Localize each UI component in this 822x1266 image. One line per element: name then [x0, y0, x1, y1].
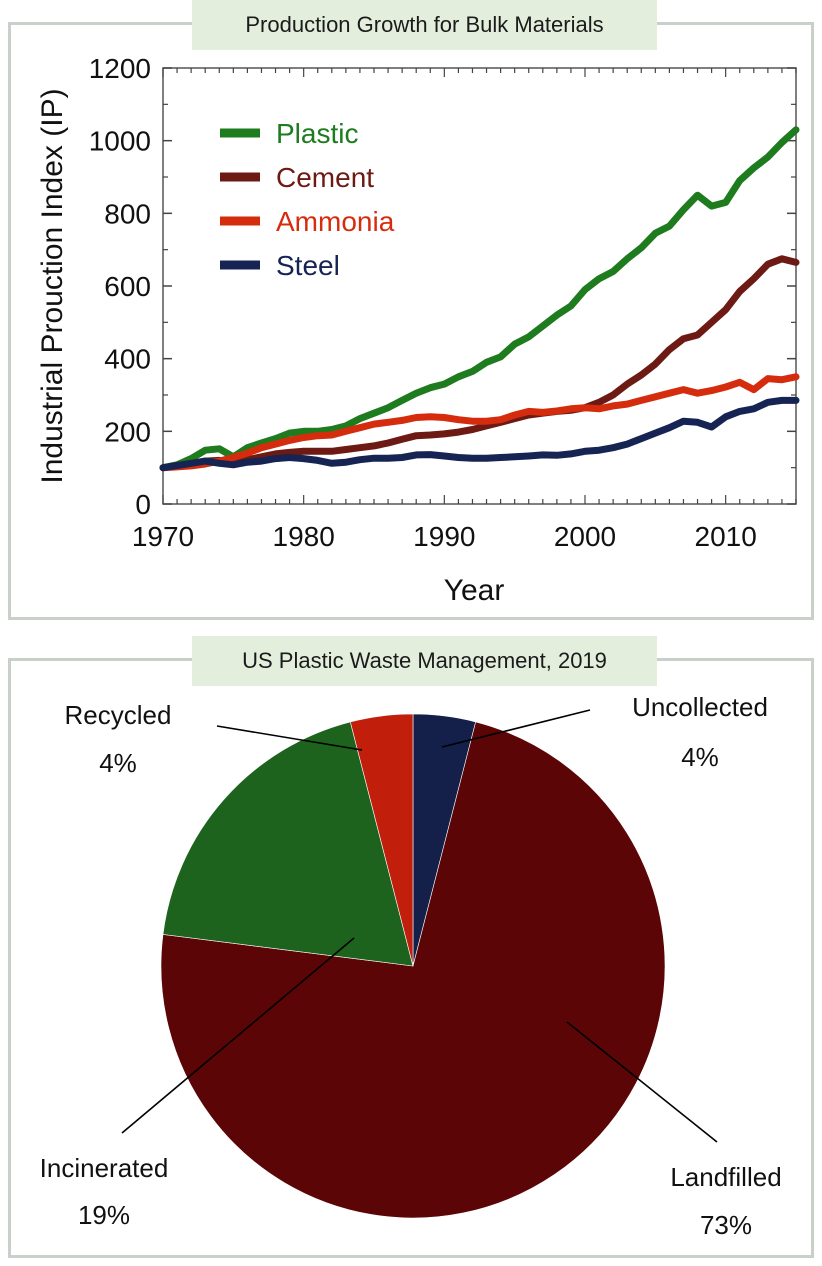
- y-tick-label: 400: [104, 344, 151, 375]
- legend-label-ammonia: Ammonia: [276, 206, 395, 237]
- y-tick-label: 200: [104, 416, 151, 447]
- x-tick-label: 1980: [273, 521, 335, 552]
- pie-chart-title: US Plastic Waste Management, 2019: [192, 636, 657, 686]
- x-tick-label: 1970: [132, 521, 194, 552]
- y-tick-label: 1200: [89, 53, 151, 84]
- y-axis-title: Industrial Prouction Index (IP): [36, 88, 69, 483]
- y-tick-label: 600: [104, 271, 151, 302]
- x-tick-label: 2010: [695, 521, 757, 552]
- y-tick-label: 1000: [89, 126, 151, 157]
- line-chart: 0 200 400 600 800 1000 1200 1970 1980 1990 2000 201…: [36, 53, 800, 607]
- x-tick-label: 2000: [554, 521, 616, 552]
- y-tick-label: 0: [135, 489, 151, 520]
- legend-label-steel: Steel: [276, 250, 340, 281]
- series-line-ammonia: [159, 373, 800, 472]
- x-axis-title: Year: [444, 574, 505, 607]
- legend-label-plastic: Plastic: [276, 118, 358, 149]
- x-tick-label: 1990: [413, 521, 475, 552]
- series-line-plastic: [159, 126, 800, 472]
- y-tick-label: 800: [104, 198, 151, 229]
- legend-label-cement: Cement: [276, 162, 374, 193]
- series-line-steel: [159, 396, 800, 472]
- line-chart-title: Production Growth for Bulk Materials: [192, 0, 657, 50]
- line-chart-panel: [8, 22, 814, 620]
- series-line-cement: [159, 255, 800, 472]
- pie-chart-panel: [8, 658, 814, 1258]
